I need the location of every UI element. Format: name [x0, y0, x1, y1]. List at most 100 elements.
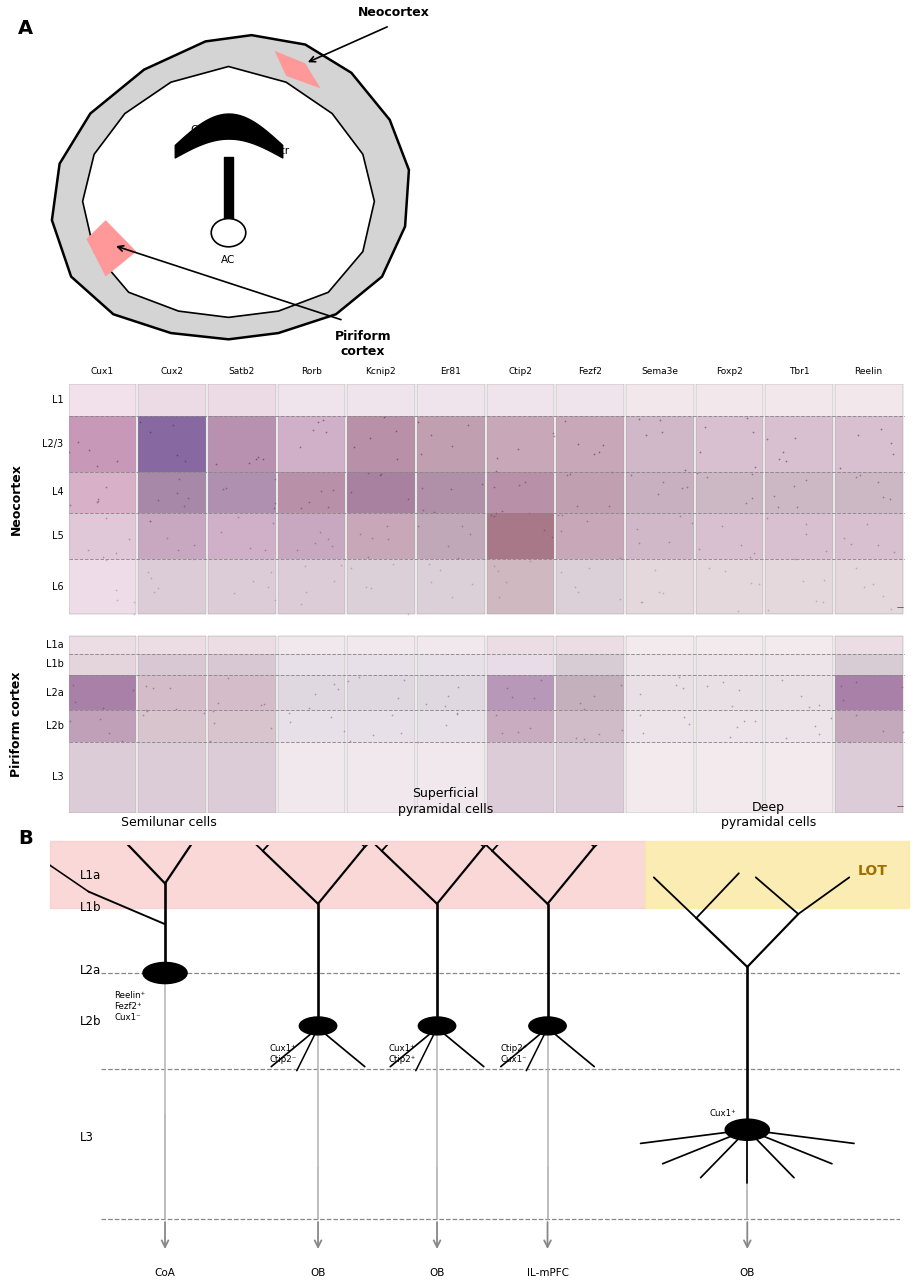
Point: [679, 476, 694, 497]
Bar: [417, 675, 484, 710]
Point: [143, 568, 158, 589]
Text: L2b: L2b: [80, 1015, 101, 1028]
Point: [243, 538, 258, 558]
Point: [206, 701, 220, 722]
Bar: [347, 384, 415, 416]
Point: [293, 594, 308, 614]
Bar: [835, 654, 903, 675]
Point: [812, 695, 826, 716]
Point: [261, 577, 276, 598]
Text: L1b: L1b: [80, 901, 101, 914]
Point: [92, 709, 107, 730]
Point: [186, 549, 200, 570]
Point: [298, 556, 313, 576]
Point: [876, 721, 890, 741]
Bar: [486, 675, 554, 710]
Bar: [626, 710, 694, 742]
Bar: [557, 384, 624, 416]
Text: L2a: L2a: [46, 687, 64, 698]
Point: [307, 684, 322, 704]
Bar: [486, 559, 554, 614]
Point: [767, 485, 781, 506]
Point: [221, 668, 236, 689]
Bar: [69, 654, 136, 675]
Bar: [138, 471, 206, 513]
Point: [819, 541, 834, 562]
Point: [558, 411, 572, 431]
Bar: [557, 513, 624, 559]
Point: [160, 527, 175, 548]
Point: [401, 489, 416, 509]
Point: [743, 572, 758, 593]
Point: [489, 461, 504, 481]
Bar: [486, 710, 554, 742]
Point: [639, 425, 654, 445]
Bar: [417, 384, 484, 416]
Bar: [557, 654, 624, 675]
Point: [374, 463, 388, 484]
Point: [390, 687, 405, 708]
Point: [303, 698, 317, 718]
Point: [307, 532, 322, 553]
Point: [848, 467, 863, 488]
Point: [410, 412, 425, 433]
Point: [894, 676, 909, 696]
Point: [490, 448, 505, 468]
Text: Piriform cortex: Piriform cortex: [10, 672, 23, 777]
Point: [835, 690, 850, 710]
Point: [268, 493, 282, 513]
Bar: [417, 559, 484, 614]
Point: [859, 513, 874, 534]
Point: [648, 561, 663, 581]
Point: [450, 703, 464, 723]
Point: [568, 577, 582, 598]
Point: [522, 550, 537, 571]
Point: [799, 470, 813, 490]
Point: [742, 547, 757, 567]
Point: [213, 521, 228, 541]
Text: Foxp2: Foxp2: [716, 367, 742, 376]
Point: [445, 588, 460, 608]
Text: L4: L4: [52, 488, 64, 498]
Point: [81, 539, 96, 559]
Point: [344, 558, 358, 579]
Point: [651, 484, 665, 504]
Point: [463, 524, 478, 544]
Text: Cux1⁺: Cux1⁺: [709, 1110, 736, 1119]
Point: [563, 463, 578, 484]
Point: [316, 410, 331, 430]
Bar: [69, 384, 136, 614]
Point: [90, 456, 104, 476]
Point: [488, 704, 503, 724]
Text: L2a: L2a: [80, 965, 101, 978]
Point: [573, 692, 588, 713]
Circle shape: [143, 963, 187, 983]
Text: Neocortex: Neocortex: [10, 463, 23, 535]
Point: [139, 676, 154, 696]
Bar: [138, 384, 206, 614]
Bar: [278, 636, 345, 813]
Text: Piriform
cortex: Piriform cortex: [335, 330, 391, 358]
Point: [632, 532, 646, 553]
Point: [748, 710, 762, 731]
Point: [266, 513, 281, 534]
Text: Er81: Er81: [440, 367, 461, 376]
Circle shape: [529, 1018, 567, 1036]
Point: [365, 527, 379, 548]
Point: [652, 582, 666, 603]
Point: [299, 581, 314, 602]
Point: [816, 591, 831, 612]
Text: L3: L3: [52, 772, 64, 782]
Bar: [208, 710, 275, 742]
Point: [654, 410, 668, 430]
Point: [135, 705, 150, 726]
Bar: [626, 384, 694, 416]
Point: [314, 480, 328, 500]
Bar: [696, 654, 763, 675]
Bar: [696, 384, 763, 416]
Polygon shape: [52, 35, 409, 339]
Bar: [417, 710, 484, 742]
Point: [553, 562, 568, 582]
Point: [853, 465, 867, 485]
Point: [326, 673, 341, 694]
